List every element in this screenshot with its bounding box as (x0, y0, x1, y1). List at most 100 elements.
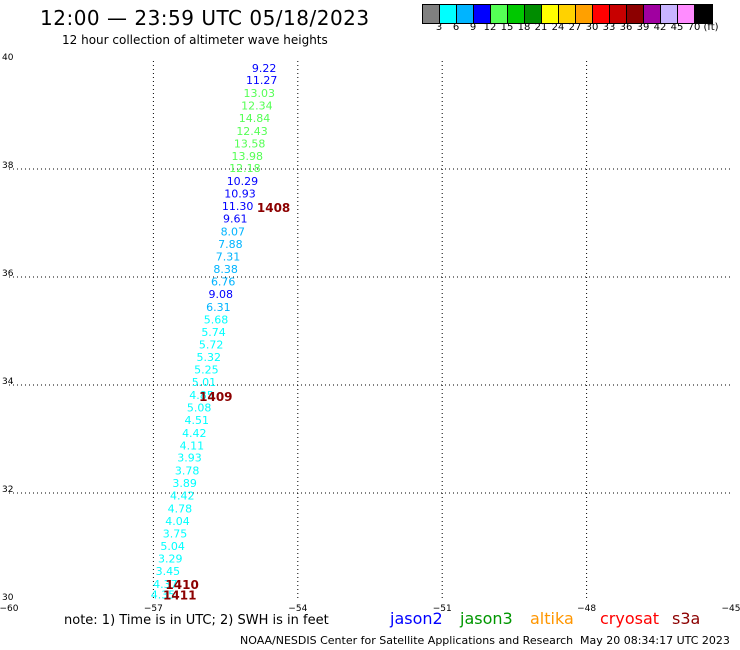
color-scale-label: 39 (636, 22, 650, 33)
satellite-legend-item: cryosat (600, 609, 660, 628)
latitude-tick-label: 40 (2, 53, 14, 63)
longitude-tick-label: −48 (577, 604, 596, 614)
color-scale-label: (ft) (703, 22, 719, 33)
wave-height-value: 5.01 (192, 376, 217, 389)
color-swatch (542, 5, 559, 23)
latitude-tick-label: 36 (2, 269, 14, 279)
wave-height-value: 6.76 (211, 276, 236, 289)
wave-height-value: 9.08 (209, 288, 234, 301)
wave-height-value: 8.07 (221, 225, 246, 238)
longitude-tick-label: −51 (433, 604, 452, 614)
satellite-legend-item: s3a (672, 609, 701, 628)
color-scale-label: 24 (551, 22, 565, 33)
wave-height-value: 7.31 (216, 250, 241, 263)
longitude-tick-label: −57 (144, 604, 163, 614)
color-scale-label: 70 (687, 22, 701, 33)
color-scale-label: 9 (469, 22, 477, 33)
wave-height-value: 5.32 (197, 351, 222, 364)
footer-timestamp: May 20 08:34:17 UTC 2023 (580, 634, 730, 647)
color-scale-label: 18 (517, 22, 531, 33)
wave-height-value: 9.61 (223, 212, 248, 225)
color-scale-label: 21 (534, 22, 548, 33)
color-swatch (593, 5, 610, 23)
wave-height-value: 3.78 (175, 465, 200, 478)
wave-height-value: 5.08 (187, 401, 212, 414)
longitude-tick-label: −60 (0, 604, 19, 614)
color-swatch (576, 5, 593, 23)
longitude-tick-label: −54 (288, 604, 307, 614)
wave-height-value: 3.93 (177, 452, 202, 465)
color-swatch (627, 5, 644, 23)
color-scale-label: 6 (452, 22, 460, 33)
wave-height-value: 12.18 (229, 162, 261, 175)
wave-height-value: 10.29 (227, 175, 259, 188)
color-swatch (491, 5, 508, 23)
wave-height-value: 11.27 (246, 74, 278, 87)
color-scale-label: 27 (568, 22, 582, 33)
latitude-tick-label: 32 (2, 485, 13, 495)
wave-height-value: 5.68 (204, 313, 229, 326)
color-scale-label: 42 (653, 22, 667, 33)
satellite-legend-item: jason2 (390, 609, 443, 628)
wave-height-value: 4.42 (170, 489, 195, 502)
wave-height-value: 9.22 (252, 62, 277, 75)
wave-height-value: 3.29 (158, 553, 183, 566)
color-swatch (440, 5, 457, 23)
color-scale-label: 12 (483, 22, 497, 33)
wave-height-value: 6.31 (206, 301, 231, 314)
wave-height-value: 11.30 (222, 200, 254, 213)
color-swatch (695, 5, 712, 23)
wave-height-value: 5.74 (201, 326, 226, 339)
wave-height-value: 14.84 (239, 112, 271, 125)
color-swatch (559, 5, 576, 23)
wave-height-value: 5.04 (160, 540, 185, 553)
color-swatch (474, 5, 491, 23)
color-swatch (644, 5, 661, 23)
color-scale-label: 15 (500, 22, 514, 33)
longitude-tick-label: −45 (722, 604, 740, 614)
color-swatch (610, 5, 627, 23)
color-scale-label: 3 (435, 22, 443, 33)
color-scale-bar (422, 4, 713, 24)
footer-credit: NOAA/NESDIS Center for Satellite Applica… (240, 634, 574, 647)
latitude-tick-label: 30 (2, 593, 14, 603)
wave-height-value: 4.35 (151, 588, 176, 601)
wave-height-value: 4.78 (168, 502, 193, 515)
color-swatch (678, 5, 695, 23)
wave-height-value: 13.03 (244, 87, 276, 100)
color-swatch (423, 5, 440, 23)
wave-height-value: 5.72 (199, 338, 224, 351)
time-label: 1410 (165, 578, 198, 592)
wave-height-value: 4.04 (165, 515, 190, 528)
satellite-legend-item: altika (530, 609, 574, 628)
time-label: 1411 (163, 588, 196, 602)
latitude-tick-label: 34 (2, 377, 14, 387)
time-label: 1408 (257, 201, 290, 215)
latitude-tick-label: 38 (2, 161, 14, 171)
color-swatch (525, 5, 542, 23)
map-title: 12:00 — 23:59 UTC 05/18/2023 (40, 6, 370, 30)
wave-height-value: 8.38 (213, 263, 238, 276)
wave-height-value: 4.51 (184, 414, 209, 427)
color-swatch (457, 5, 474, 23)
wave-height-value: 7.88 (218, 238, 243, 251)
wave-height-value: 12.43 (236, 125, 268, 138)
color-scale-label: 36 (619, 22, 633, 33)
color-swatch (508, 5, 525, 23)
color-swatch (661, 5, 678, 23)
satellite-legend-item: jason3 (460, 609, 513, 628)
wave-height-value: 4.37 (153, 578, 178, 591)
map-subtitle: 12 hour collection of altimeter wave hei… (62, 33, 328, 47)
footer-note: note: 1) Time is in UTC; 2) SWH is in fe… (64, 613, 329, 628)
wave-height-value: 13.58 (234, 137, 266, 150)
wave-height-value: 3.75 (163, 527, 188, 540)
wave-height-value: 4.42 (182, 427, 207, 440)
time-label: 1409 (199, 390, 232, 404)
wave-height-value: 3.89 (172, 477, 197, 490)
wave-height-value: 10.93 (224, 188, 256, 201)
color-scale-label: 30 (585, 22, 599, 33)
color-scale-label: 33 (602, 22, 616, 33)
wave-height-value: 12.34 (241, 100, 273, 113)
wave-height-value: 5.25 (194, 364, 219, 377)
